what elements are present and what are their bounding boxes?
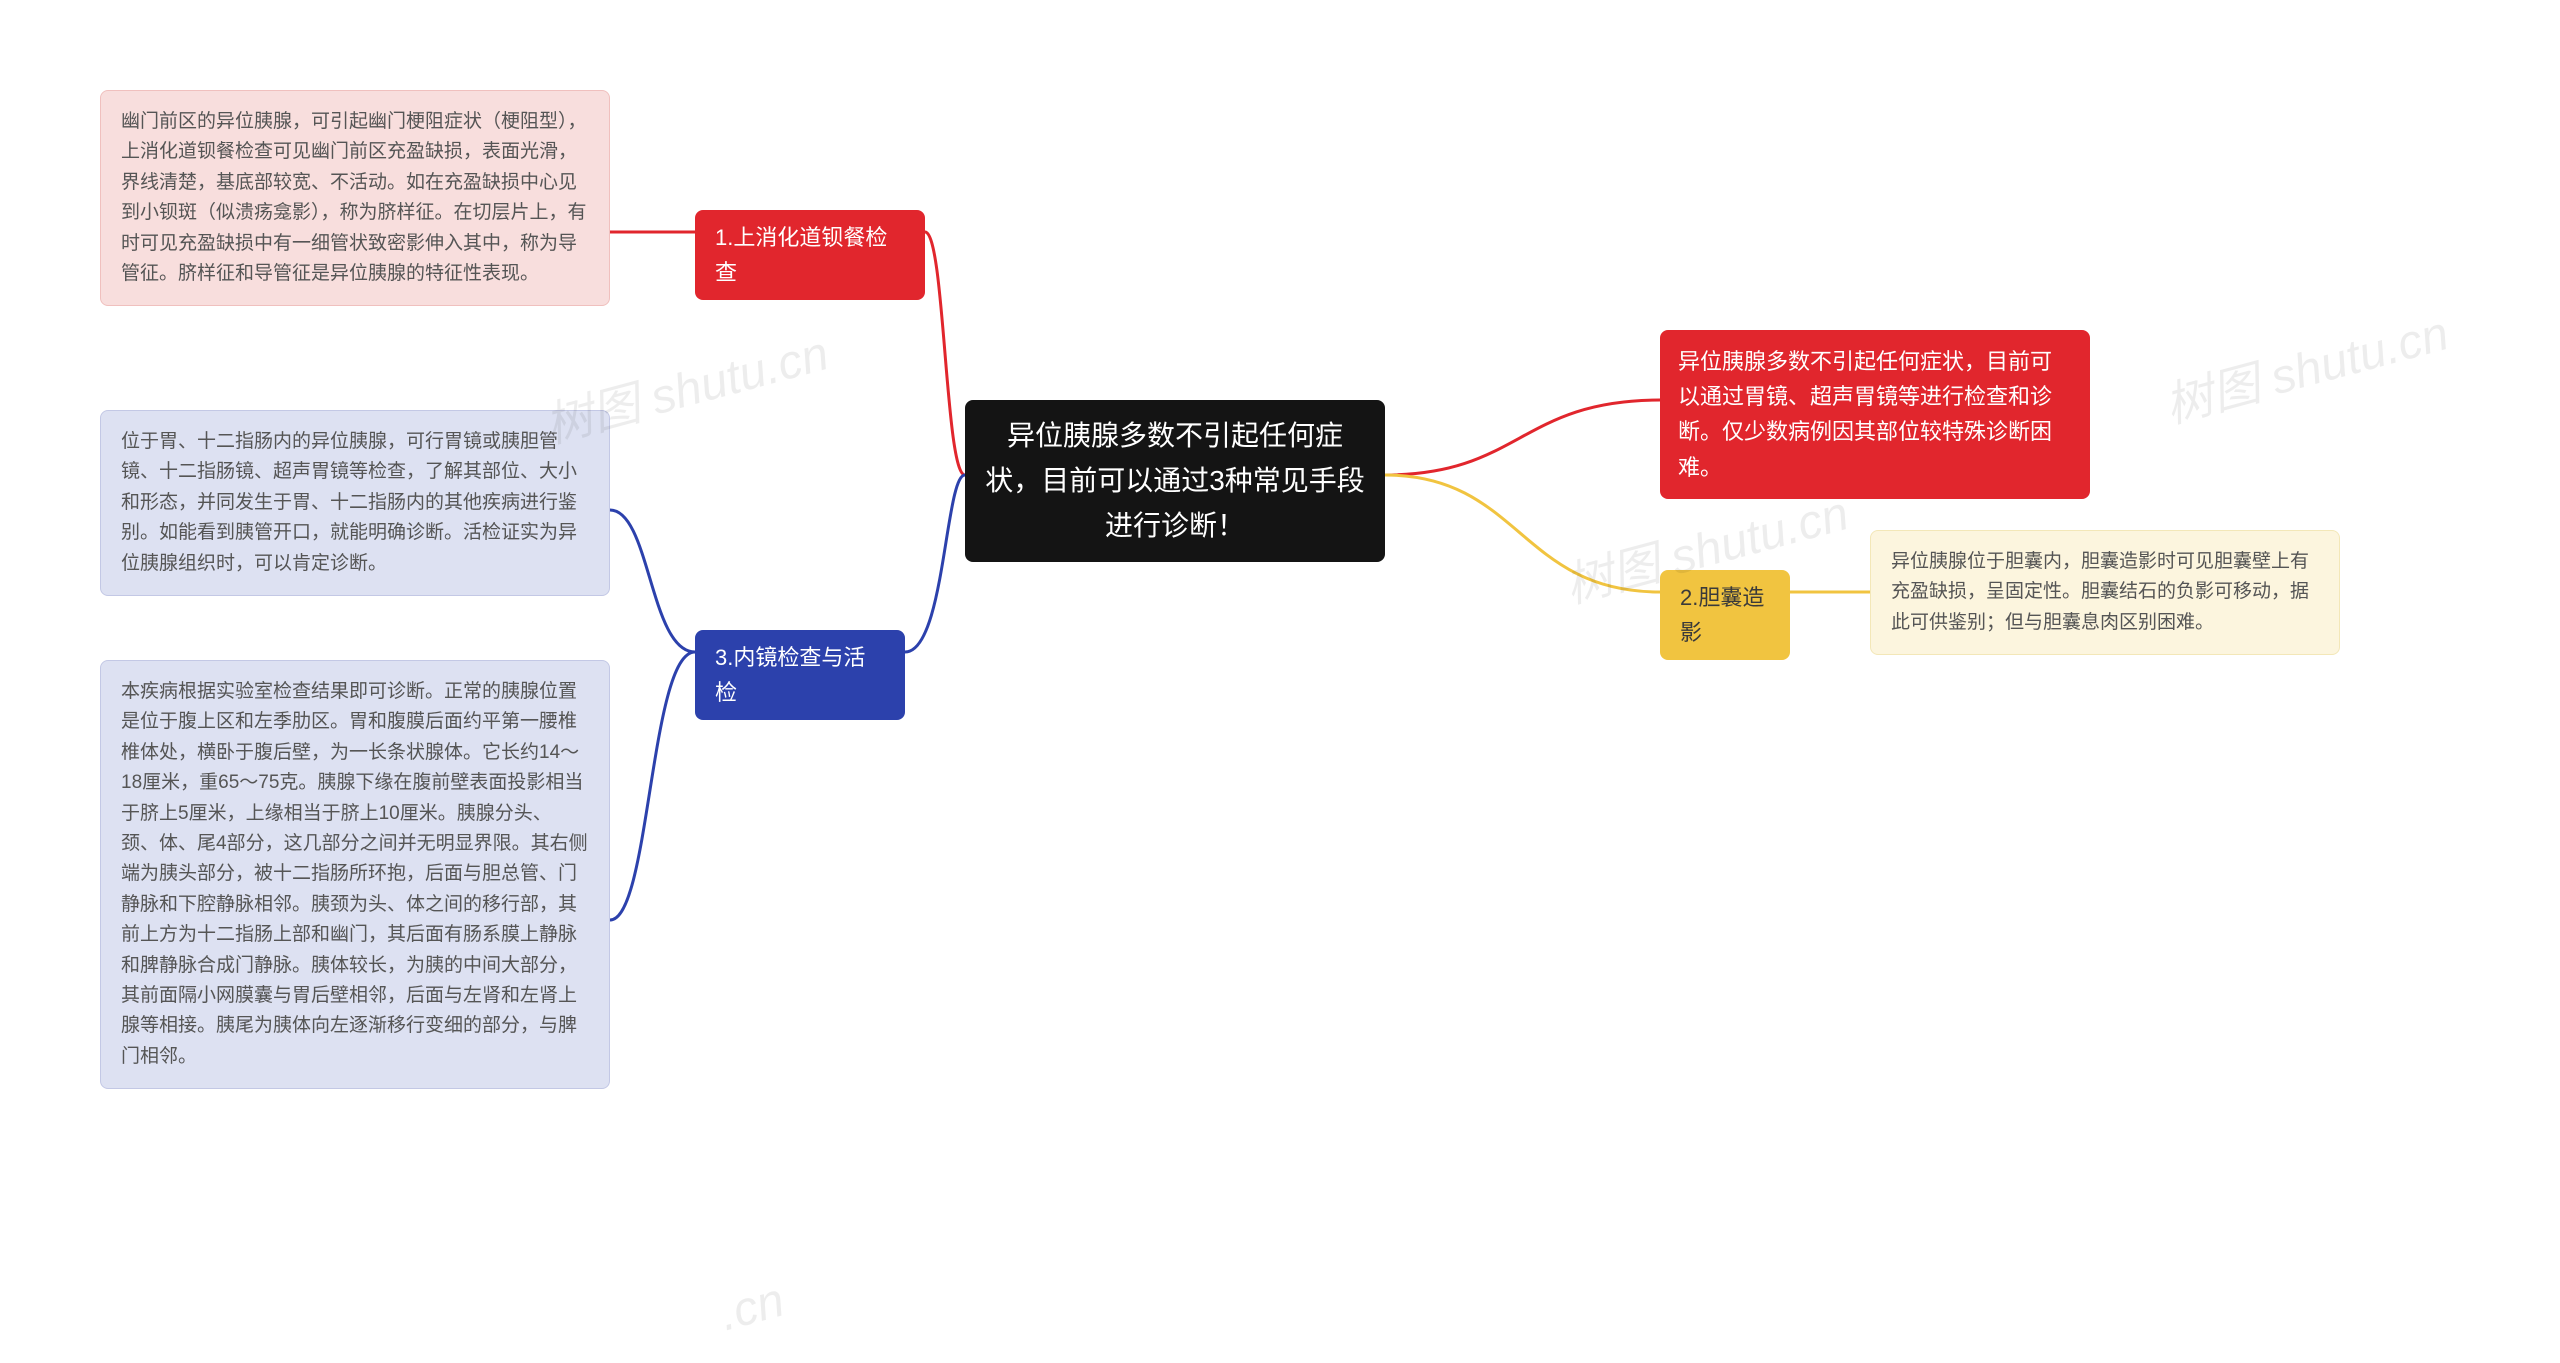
center-node: 异位胰腺多数不引起任何症状，目前可以通过3种常见手段进行诊断！: [965, 400, 1385, 562]
branch-1-leaf: 幽门前区的异位胰腺，可引起幽门梗阻症状（梗阻型），上消化道钡餐检查可见幽门前区充…: [100, 90, 610, 306]
watermark: 树图 shutu.cn: [2156, 294, 2455, 437]
branch-1: 1.上消化道钡餐检查: [695, 210, 925, 300]
branch-3-leaf-1: 位于胃、十二指肠内的异位胰腺，可行胃镜或胰胆管镜、十二指肠镜、超声胃镜等检查，了…: [100, 410, 610, 596]
branch-3-leaf-2: 本疾病根据实验室检查结果即可诊断。正常的胰腺位置是位于腹上区和左季肋区。胃和腹膜…: [100, 660, 610, 1089]
branch-3: 3.内镜检查与活检: [695, 630, 905, 720]
intro-right-box: 异位胰腺多数不引起任何症状，目前可以通过胃镜、超声胃镜等进行检查和诊断。仅少数病…: [1660, 330, 2090, 499]
branch-2-leaf: 异位胰腺位于胆囊内，胆囊造影时可见胆囊壁上有充盈缺损，呈固定性。胆囊结石的负影可…: [1870, 530, 2340, 655]
watermark: .cn: [714, 1273, 790, 1343]
branch-2: 2.胆囊造影: [1660, 570, 1790, 660]
